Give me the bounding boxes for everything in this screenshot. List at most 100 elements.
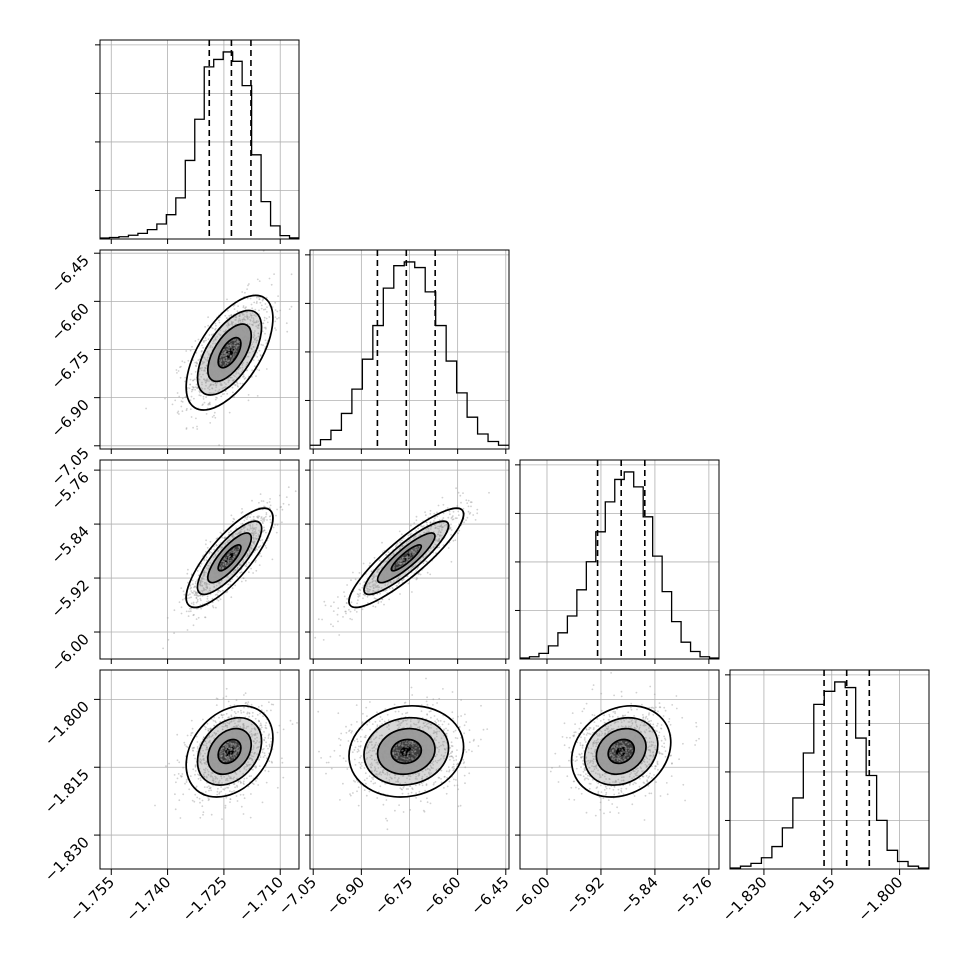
scatter-point (199, 582, 202, 585)
scatter-point (233, 339, 236, 342)
scatter-point (443, 775, 446, 778)
scatter-point (226, 721, 229, 724)
scatter-point (454, 729, 457, 732)
scatter-point (415, 541, 418, 544)
scatter-point (364, 594, 366, 597)
scatter-point (237, 372, 240, 374)
scatter-point (252, 572, 255, 574)
scatter-point (227, 741, 229, 744)
scatter-point (226, 541, 229, 544)
scatter-point (375, 581, 378, 584)
scatter-point (213, 363, 216, 365)
scatter-point (229, 790, 231, 793)
scatter-point (426, 713, 428, 715)
scatter-point (381, 752, 384, 755)
scatter-point (436, 515, 439, 518)
scatter-point (227, 557, 230, 560)
scatter-point (214, 765, 216, 767)
scatter-point (448, 528, 451, 531)
scatter-point (185, 427, 188, 429)
scatter-point (212, 392, 215, 395)
scatter-point (195, 596, 198, 599)
scatter-point (210, 383, 213, 386)
scatter-point (186, 597, 189, 599)
scatter-point (226, 571, 229, 573)
scatter-point (228, 324, 231, 326)
scatter-point (398, 570, 400, 573)
scatter-point (193, 594, 196, 596)
scatter-point (390, 571, 393, 574)
scatter-point (195, 597, 198, 600)
scatter-point (207, 728, 210, 730)
scatter-point (406, 556, 408, 559)
scatter-point (429, 525, 432, 528)
scatter-point (385, 799, 388, 801)
scatter-point (226, 750, 229, 753)
scatter-point (197, 338, 200, 341)
scatter-point (425, 560, 428, 563)
scatter-point (238, 315, 241, 317)
scatter-point (231, 543, 234, 546)
scatter-point (255, 321, 258, 324)
scatter-point (206, 585, 209, 588)
scatter-point (225, 324, 228, 327)
scatter-point (230, 714, 233, 717)
scatter-point (246, 742, 249, 745)
scatter-point (214, 566, 217, 569)
scatter-point (210, 735, 213, 738)
scatter-point (241, 363, 244, 365)
scatter-point (205, 559, 208, 562)
scatter-point (421, 537, 424, 540)
scatter-point (240, 357, 242, 360)
scatter-point (398, 720, 400, 723)
scatter-point (188, 597, 191, 599)
scatter-point (252, 532, 254, 534)
scatter-point (200, 577, 203, 579)
scatter-point (214, 780, 217, 783)
scatter-point (202, 587, 205, 589)
scatter-point (221, 572, 224, 575)
scatter-point (411, 750, 413, 753)
scatter-point (250, 314, 253, 316)
scatter-point (411, 553, 414, 555)
scatter-point (245, 348, 248, 351)
scatter-point (396, 573, 399, 575)
scatter-point (241, 737, 244, 740)
scatter-point (402, 550, 405, 553)
scatter-point (194, 580, 197, 583)
scatter-point (224, 756, 227, 758)
scatter-point (356, 740, 359, 743)
scatter-point (252, 341, 255, 343)
scatter-point (231, 791, 233, 793)
scatter-point (244, 754, 246, 757)
scatter-point (241, 328, 244, 331)
scatter-point (235, 760, 238, 763)
scatter-point (462, 492, 464, 494)
scatter-point (199, 604, 202, 606)
scatter-point (265, 342, 268, 345)
scatter-point (236, 559, 239, 562)
scatter-point (227, 700, 230, 703)
scatter-point (189, 399, 192, 402)
scatter-point (232, 720, 235, 722)
scatter-point (218, 792, 221, 795)
scatter-point (421, 744, 424, 747)
scatter-point (429, 513, 432, 515)
scatter-point (189, 775, 192, 777)
scatter-point (215, 754, 217, 756)
scatter-point (177, 773, 180, 775)
scatter-point (337, 607, 340, 610)
scatter-point (388, 576, 390, 579)
scatter-point (262, 522, 264, 525)
scatter-point (219, 573, 222, 575)
scatter-point (226, 724, 229, 727)
scatter-point (227, 754, 230, 757)
scatter-point (185, 745, 188, 748)
scatter-point (230, 743, 233, 745)
scatter-point (230, 544, 233, 547)
scatter-point (190, 719, 193, 722)
scatter-point (189, 383, 192, 386)
scatter-point (430, 744, 433, 747)
scatter-point (230, 732, 233, 734)
scatter-point (381, 723, 383, 725)
